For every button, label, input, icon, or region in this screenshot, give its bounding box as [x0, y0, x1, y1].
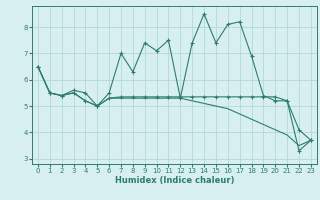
X-axis label: Humidex (Indice chaleur): Humidex (Indice chaleur): [115, 176, 234, 185]
